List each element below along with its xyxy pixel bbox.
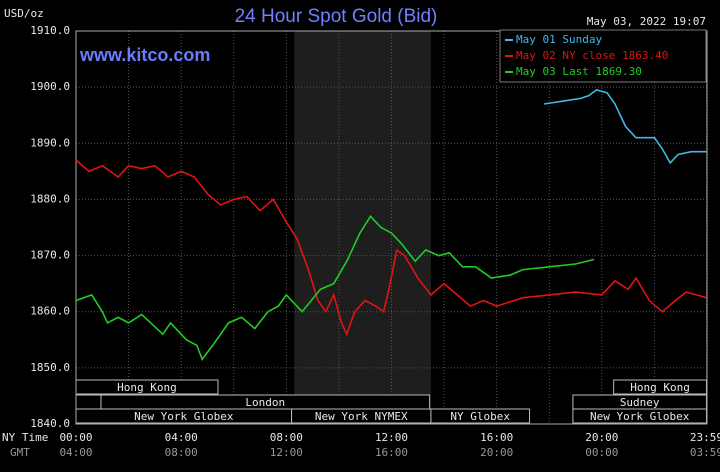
session-box <box>430 408 531 424</box>
session-label: London <box>245 396 285 409</box>
session-label: New York NYMEX <box>315 410 408 423</box>
plot-frame <box>75 30 708 425</box>
x2-tick-label: 00:00 <box>585 446 618 459</box>
series-line <box>75 159 707 337</box>
timestamp: May 03, 2022 19:07 <box>587 15 706 28</box>
session-label: New York Globex <box>590 410 690 423</box>
x2-tick-label: 12:00 <box>270 446 303 459</box>
legend-label: May 01 Sunday <box>516 33 602 46</box>
x2-tick-label: 08:00 <box>165 446 198 459</box>
x2-tick-label: 16:00 <box>375 446 408 459</box>
series-line <box>75 214 595 362</box>
x-tick-label: 04:00 <box>165 431 198 444</box>
session-label: Sudney <box>620 396 660 409</box>
x-axis-label: NY Time <box>2 431 48 444</box>
x2-tick-label: 03:59 <box>690 446 720 459</box>
y-tick-label: 1900.0 <box>30 80 70 93</box>
plot-area: 1840.0 1850.0 1860.0 1870.0 1880.0 1890.0 1900… <box>30 24 720 459</box>
legend-box <box>499 29 707 83</box>
y-tick-label: 1860.0 <box>30 305 70 318</box>
y-tick-label: 1840.0 <box>30 417 70 430</box>
session-box <box>572 408 707 424</box>
x-tick-label: 16:00 <box>480 431 513 444</box>
session-label: New York Globex <box>134 410 234 423</box>
chart-title: 24 Hour Spot Gold (Bid) <box>235 6 438 27</box>
session-label: Hong Kong <box>117 381 177 394</box>
x-tick-label: 20:00 <box>585 431 618 444</box>
session-label: Hong Kong <box>630 381 690 394</box>
x-tick-label: 12:00 <box>375 431 408 444</box>
legend: May 01 Sunday May 02 NY close 1863.40 May … <box>499 29 707 83</box>
y-tick-label: 1870.0 <box>30 249 70 262</box>
session-box <box>75 394 102 410</box>
series-line <box>543 89 707 165</box>
y-tick-label: 1890.0 <box>30 136 70 149</box>
x2-tick-label: 04:00 <box>59 446 92 459</box>
y-tick-label: 1880.0 <box>30 192 70 205</box>
session-label: NY Globex <box>450 410 510 423</box>
watermark: www.kitco.com <box>79 45 210 65</box>
legend-label: May 03 Last 1869.30 <box>516 65 642 78</box>
x2-tick-label: 20:00 <box>480 446 513 459</box>
y-tick-label: 1850.0 <box>30 361 70 374</box>
y-unit: USD/oz <box>4 7 44 20</box>
x-tick-label: 00:00 <box>59 431 92 444</box>
x2-axis-label: GMT <box>10 446 30 459</box>
legend-label: May 02 NY close 1863.40 <box>516 49 668 62</box>
session-box <box>613 379 707 395</box>
x-tick-label: 08:00 <box>270 431 303 444</box>
y-tick-label: 1910.0 <box>30 24 70 37</box>
x-tick-label: 23:59 <box>690 431 720 444</box>
